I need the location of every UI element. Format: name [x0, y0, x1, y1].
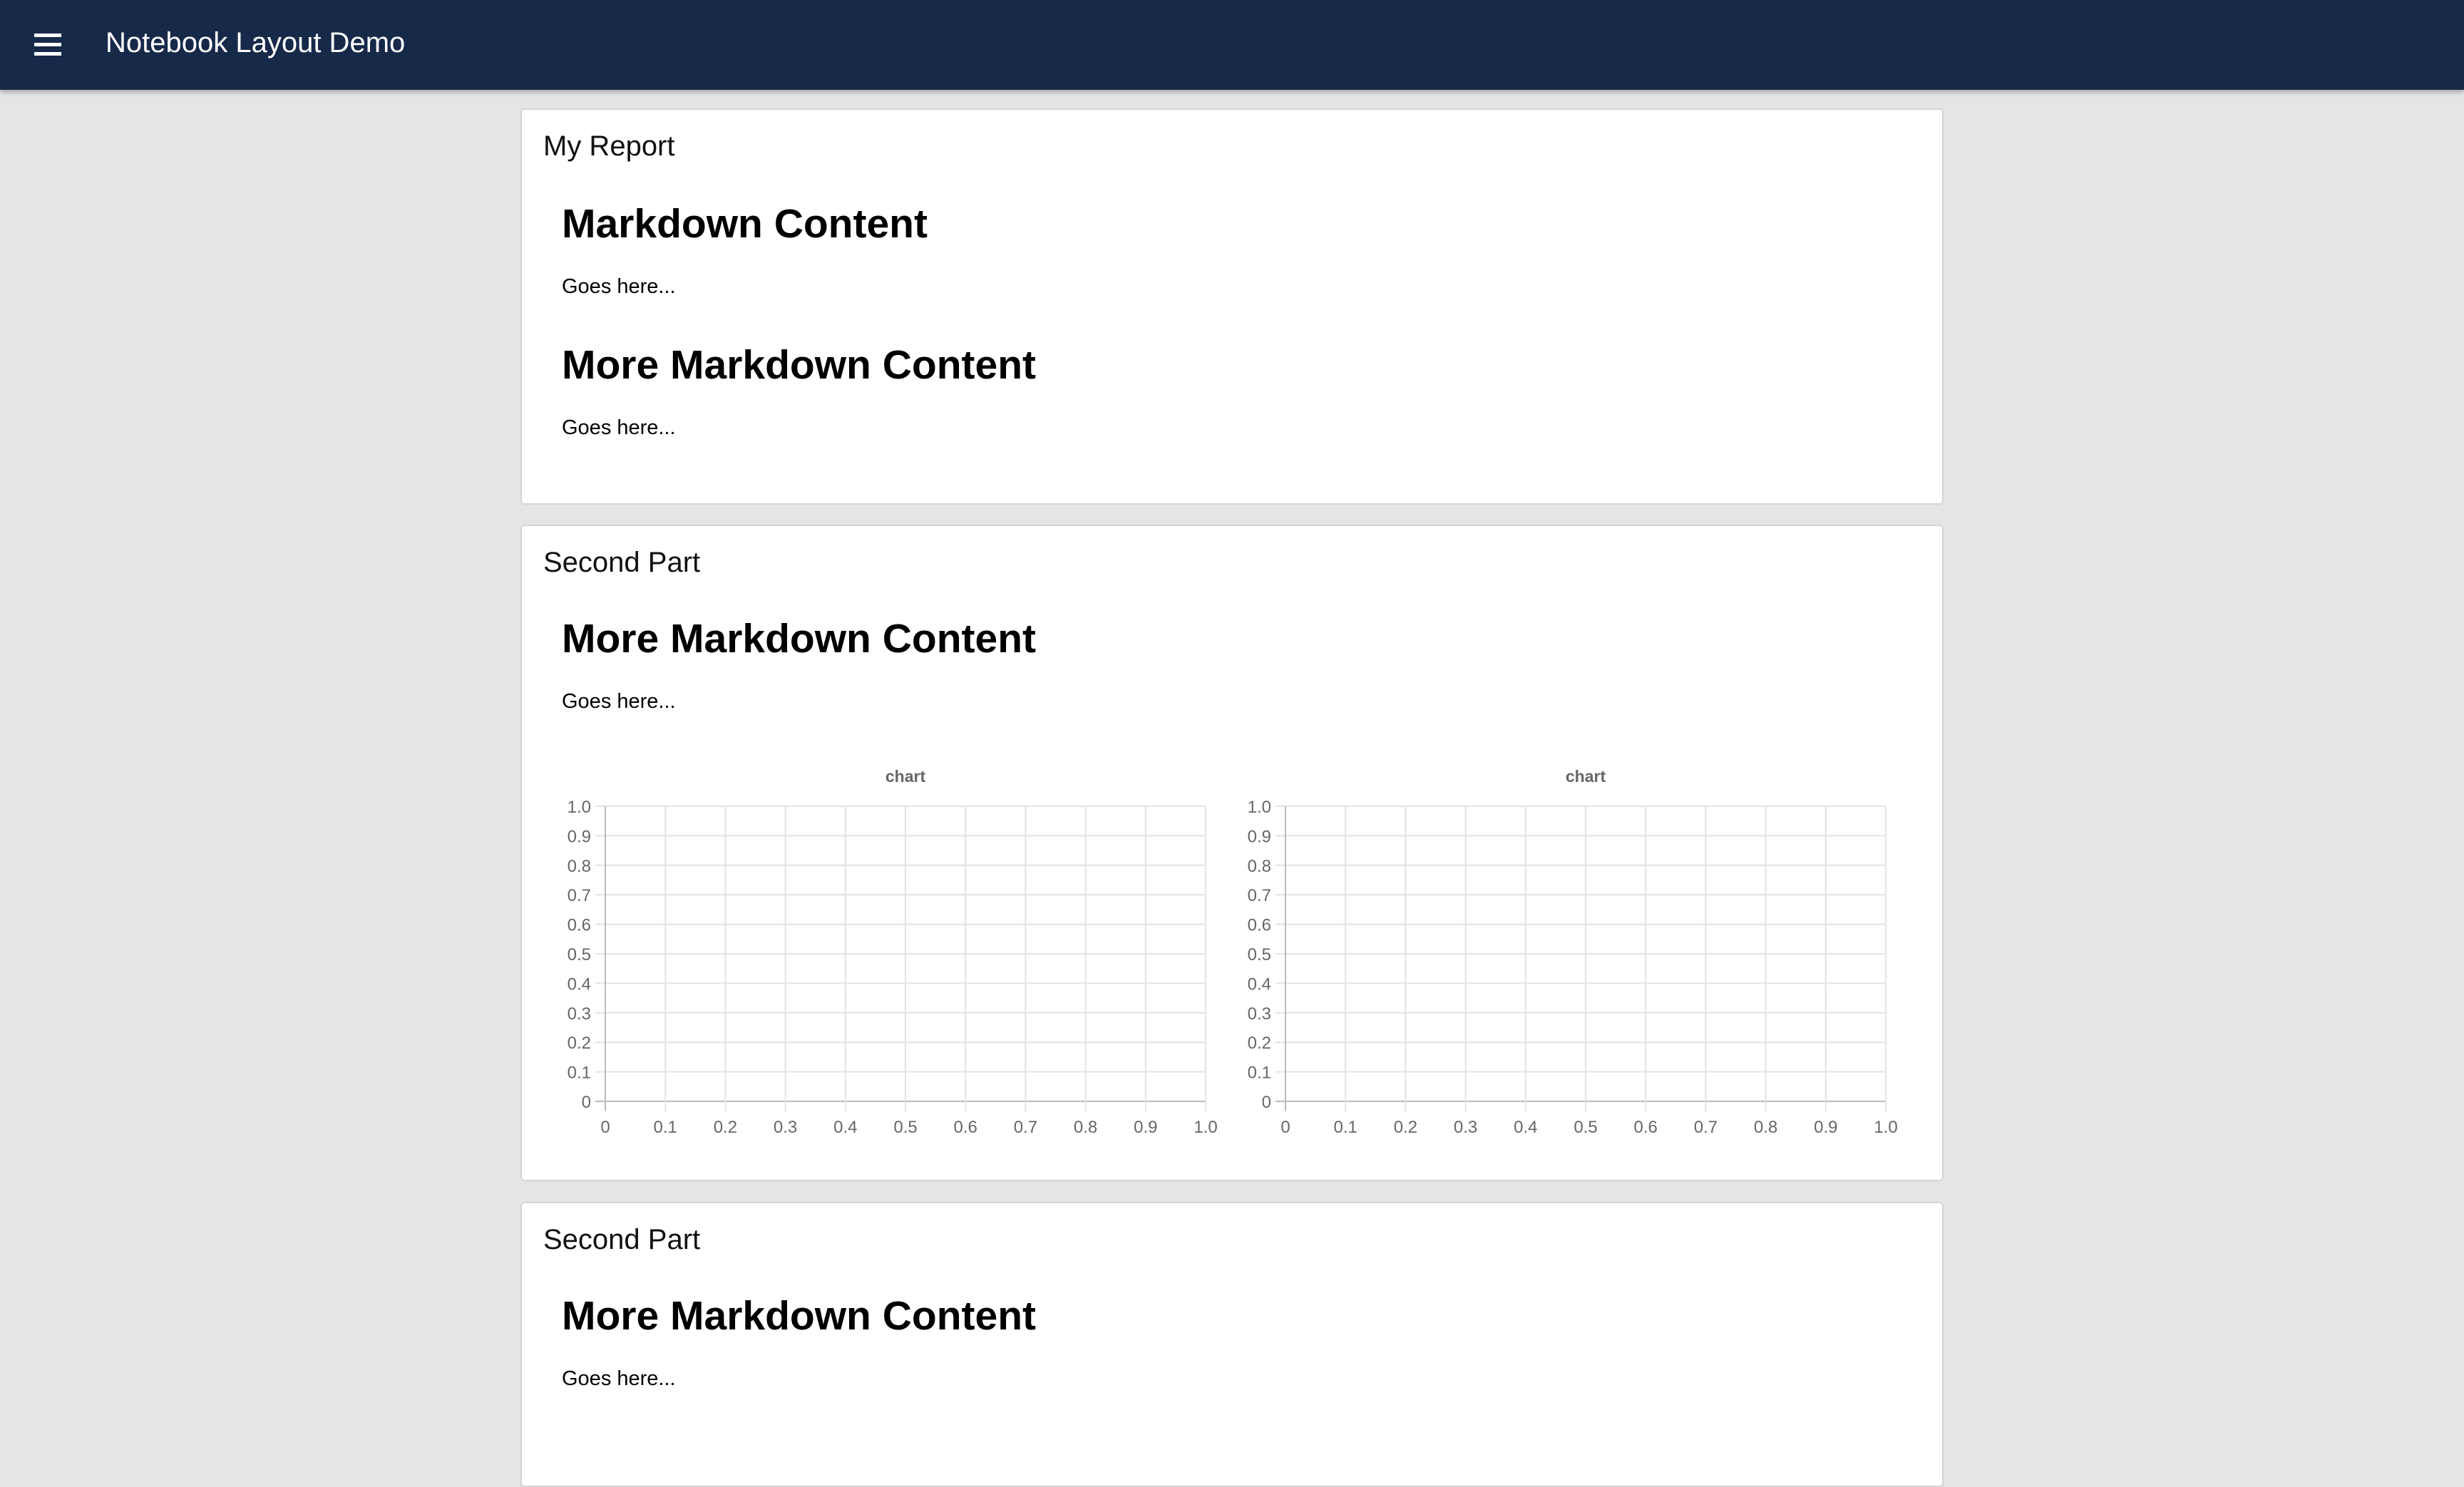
y-tick-label: 1.0 — [568, 798, 591, 817]
section-heading: More Markdown Content — [562, 616, 1036, 662]
x-tick-label: 0.5 — [1574, 1118, 1597, 1137]
y-tick-label: 0.7 — [568, 886, 591, 905]
x-tick-label: 0.2 — [714, 1118, 737, 1137]
y-tick-label: 0.7 — [1248, 886, 1271, 905]
y-tick-label: 0.2 — [568, 1034, 591, 1053]
y-tick-label: 0.8 — [1248, 857, 1271, 876]
y-tick-label: 0.1 — [1248, 1064, 1271, 1083]
section-heading: More Markdown Content — [562, 342, 1036, 388]
x-tick-label: 0.7 — [1694, 1118, 1718, 1137]
y-tick-label: 0 — [582, 1093, 591, 1112]
y-tick-label: 0.5 — [1248, 945, 1271, 964]
x-tick-label: 0.5 — [893, 1118, 917, 1137]
y-tick-label: 0.3 — [568, 1004, 591, 1024]
chart-title: chart — [1566, 767, 1606, 786]
x-tick-label: 0.1 — [654, 1118, 677, 1137]
x-tick-label: 0 — [1280, 1118, 1290, 1137]
x-tick-label: 0.9 — [1814, 1118, 1837, 1137]
x-tick-label: 0.8 — [1754, 1118, 1777, 1137]
x-tick-label: 0.7 — [1014, 1118, 1037, 1137]
y-tick-label: 0 — [1262, 1093, 1271, 1112]
x-tick-label: 0.6 — [1634, 1118, 1658, 1137]
y-tick-label: 0.3 — [1248, 1004, 1271, 1024]
y-tick-label: 0.6 — [1248, 916, 1271, 935]
x-tick-label: 0.9 — [1134, 1118, 1157, 1137]
y-tick-label: 0.6 — [568, 916, 591, 935]
x-tick-label: 0.1 — [1334, 1118, 1357, 1137]
y-tick-label: 0.2 — [1248, 1034, 1271, 1053]
section-text: Goes here... — [562, 275, 676, 298]
y-tick-label: 0.5 — [568, 945, 591, 964]
charts-area: chart 0 0.1 0.2 0.3 0.4 0.5 0.6 0.7 0.8 0.9 1.0 0 0.1… — [568, 767, 1898, 1137]
card-title: Second Part — [543, 1224, 701, 1255]
x-tick-label: 0.2 — [1394, 1118, 1417, 1137]
hamburger-menu-icon[interactable] — [34, 34, 61, 56]
y-tick-label: 0.9 — [1248, 827, 1271, 846]
x-tick-label: 0.8 — [1074, 1118, 1097, 1137]
section-heading: More Markdown Content — [562, 1293, 1036, 1339]
section-text: Goes here... — [562, 416, 676, 439]
app-title: Notebook Layout Demo — [106, 27, 406, 58]
x-tick-label: 0.3 — [1454, 1118, 1477, 1137]
card-title: Second Part — [543, 547, 701, 578]
y-tick-label: 0.8 — [568, 857, 591, 876]
x-tick-label: 0.4 — [1514, 1118, 1537, 1137]
x-tick-label: 0 — [600, 1118, 610, 1137]
x-tick-label: 0.3 — [774, 1118, 797, 1137]
x-tick-label: 1.0 — [1194, 1118, 1217, 1137]
y-tick-label: 0.4 — [1248, 974, 1271, 994]
x-tick-label: 1.0 — [1874, 1118, 1897, 1137]
x-tick-label: 0.4 — [833, 1118, 857, 1137]
section-text: Goes here... — [562, 690, 676, 713]
x-tick-label: 0.6 — [954, 1118, 977, 1137]
second-part-card: Second Part More Markdown Content Goes h… — [520, 525, 1944, 1181]
y-tick-label: 1.0 — [1248, 798, 1271, 817]
card-title: My Report — [543, 130, 675, 162]
app-bar: Notebook Layout Demo — [0, 0, 2464, 90]
section-heading: Markdown Content — [562, 201, 928, 247]
second-part-card-2: Second Part More Markdown Content Goes h… — [520, 1202, 1944, 1487]
chart-title: chart — [885, 767, 926, 786]
section-text: Goes here... — [562, 1367, 676, 1390]
y-tick-label: 0.9 — [568, 827, 591, 846]
y-tick-label: 0.4 — [568, 974, 591, 994]
report-card: My Report Markdown Content Goes here... … — [520, 108, 1944, 505]
y-tick-label: 0.1 — [568, 1064, 591, 1083]
